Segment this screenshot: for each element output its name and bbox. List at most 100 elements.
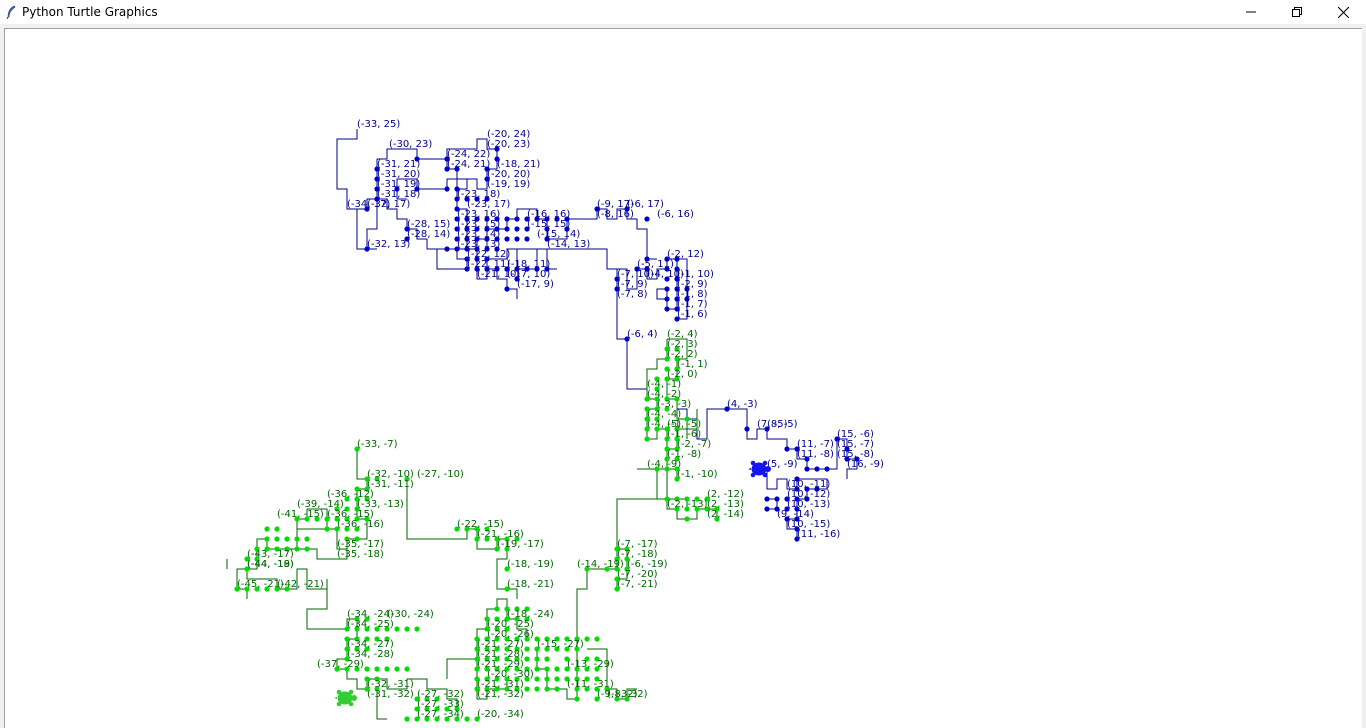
green-dot	[644, 426, 650, 432]
green-dot	[594, 656, 600, 662]
blue-coordinate-label: (15, -6)	[837, 429, 874, 440]
close-button[interactable]	[1320, 0, 1366, 24]
turtle-head	[765, 466, 771, 472]
green-dot	[534, 646, 540, 652]
green-dot	[504, 676, 510, 682]
blue-coordinate-label: (10, -13)	[787, 499, 830, 510]
green-coordinate-label: (-45, -21)	[237, 579, 284, 590]
green-dot	[474, 676, 480, 682]
green-dot	[374, 636, 380, 642]
green-dot	[344, 626, 350, 632]
blue-coordinate-label: (-31, 20)	[377, 169, 420, 180]
green-dot	[514, 656, 520, 662]
blue-coordinate-label: (-18, 21)	[497, 159, 540, 170]
blue-dot	[784, 516, 790, 522]
green-coordinate-label: (-4, -4)	[647, 409, 681, 420]
green-coordinate-label: (-36, -12)	[327, 489, 374, 500]
green-dot	[644, 416, 650, 422]
green-dot	[624, 696, 630, 702]
blue-dot	[674, 296, 680, 302]
blue-coordinate-label: (-32, 13)	[367, 239, 410, 250]
green-coordinate-label: (-22, -15)	[457, 519, 504, 530]
green-dot	[574, 676, 580, 682]
green-dot	[344, 506, 350, 512]
blue-dot	[374, 176, 380, 182]
blue-dot	[524, 266, 530, 272]
green-dot	[304, 536, 310, 542]
green-dot	[604, 686, 610, 692]
green-dot	[344, 536, 350, 542]
blue-dot	[614, 286, 620, 292]
blue-dot	[844, 456, 850, 462]
green-coordinate-label: (-18, -21)	[507, 579, 554, 590]
green-dot	[554, 676, 560, 682]
maximize-button[interactable]	[1274, 0, 1320, 24]
green-dot	[504, 646, 510, 652]
green-dot	[294, 546, 300, 552]
green-dot	[354, 496, 360, 502]
green-dot	[544, 646, 550, 652]
minimize-button[interactable]	[1228, 0, 1274, 24]
green-dot	[674, 476, 680, 482]
green-dot	[284, 586, 290, 592]
blue-dot	[494, 216, 500, 222]
blue-dot	[624, 206, 630, 212]
green-dot	[354, 666, 360, 672]
green-coordinate-label: (-34, -25)	[347, 619, 394, 630]
green-dot	[524, 616, 530, 622]
green-dot	[384, 636, 390, 642]
green-dot	[434, 716, 440, 722]
green-coordinate-label: (-11, -31)	[567, 679, 614, 690]
green-dot	[414, 716, 420, 722]
green-coordinate-label: (-7, -18)	[617, 549, 658, 560]
green-dot	[674, 506, 680, 512]
blue-coordinate-label: (-32, 17)	[367, 199, 410, 210]
blue-coordinate-label: (-2, 9)	[677, 279, 708, 290]
green-dot	[404, 666, 410, 672]
green-coordinate-label: (-7, -17)	[617, 539, 658, 550]
green-dot	[544, 666, 550, 672]
green-dot	[624, 546, 630, 552]
blue-dot	[664, 256, 670, 262]
green-dot	[474, 666, 480, 672]
blue-dot	[804, 456, 810, 462]
green-dot	[584, 566, 590, 572]
green-dot	[304, 516, 310, 522]
blue-coordinate-label: (15, -8)	[837, 449, 874, 460]
blue-dot	[854, 456, 860, 462]
green-dot	[354, 516, 360, 522]
blue-dot	[494, 246, 500, 252]
green-dot	[484, 616, 490, 622]
green-dot	[494, 666, 500, 672]
blue-coordinate-label: (-21, 10)	[477, 269, 520, 280]
blue-dot	[444, 156, 450, 162]
green-dot	[254, 586, 260, 592]
blue-dot	[794, 526, 800, 532]
green-coordinate-label: (-21, -31)	[477, 679, 524, 690]
blue-dot	[494, 146, 500, 152]
green-dot	[484, 666, 490, 672]
blue-dot	[464, 246, 470, 252]
green-dot	[674, 466, 680, 472]
green-dot	[664, 406, 670, 412]
blue-dot	[494, 266, 500, 272]
blue-dot	[784, 446, 790, 452]
blue-coordinate-label: (-23, 14)	[457, 229, 500, 240]
turtle-canvas[interactable]: (-33, 25) (-30, 23) (-31, 21) (-31, 20) (-31…	[4, 28, 1362, 728]
blue-dot	[454, 246, 460, 252]
green-dot	[324, 526, 330, 532]
green-dot	[294, 516, 300, 522]
blue-dot	[444, 246, 450, 252]
blue-coordinate-label: (10, -12)	[787, 489, 830, 500]
green-dot	[614, 576, 620, 582]
green-dot	[414, 696, 420, 702]
green-dot	[264, 586, 270, 592]
green-path-segment	[376, 689, 387, 720]
green-dot	[464, 526, 470, 532]
turtle-leg	[750, 472, 756, 478]
blue-coordinate-label: (-16, 16)	[527, 209, 570, 220]
blue-dot	[444, 166, 450, 172]
green-dot	[454, 526, 460, 532]
green-dot	[684, 496, 690, 502]
green-dot	[604, 566, 610, 572]
